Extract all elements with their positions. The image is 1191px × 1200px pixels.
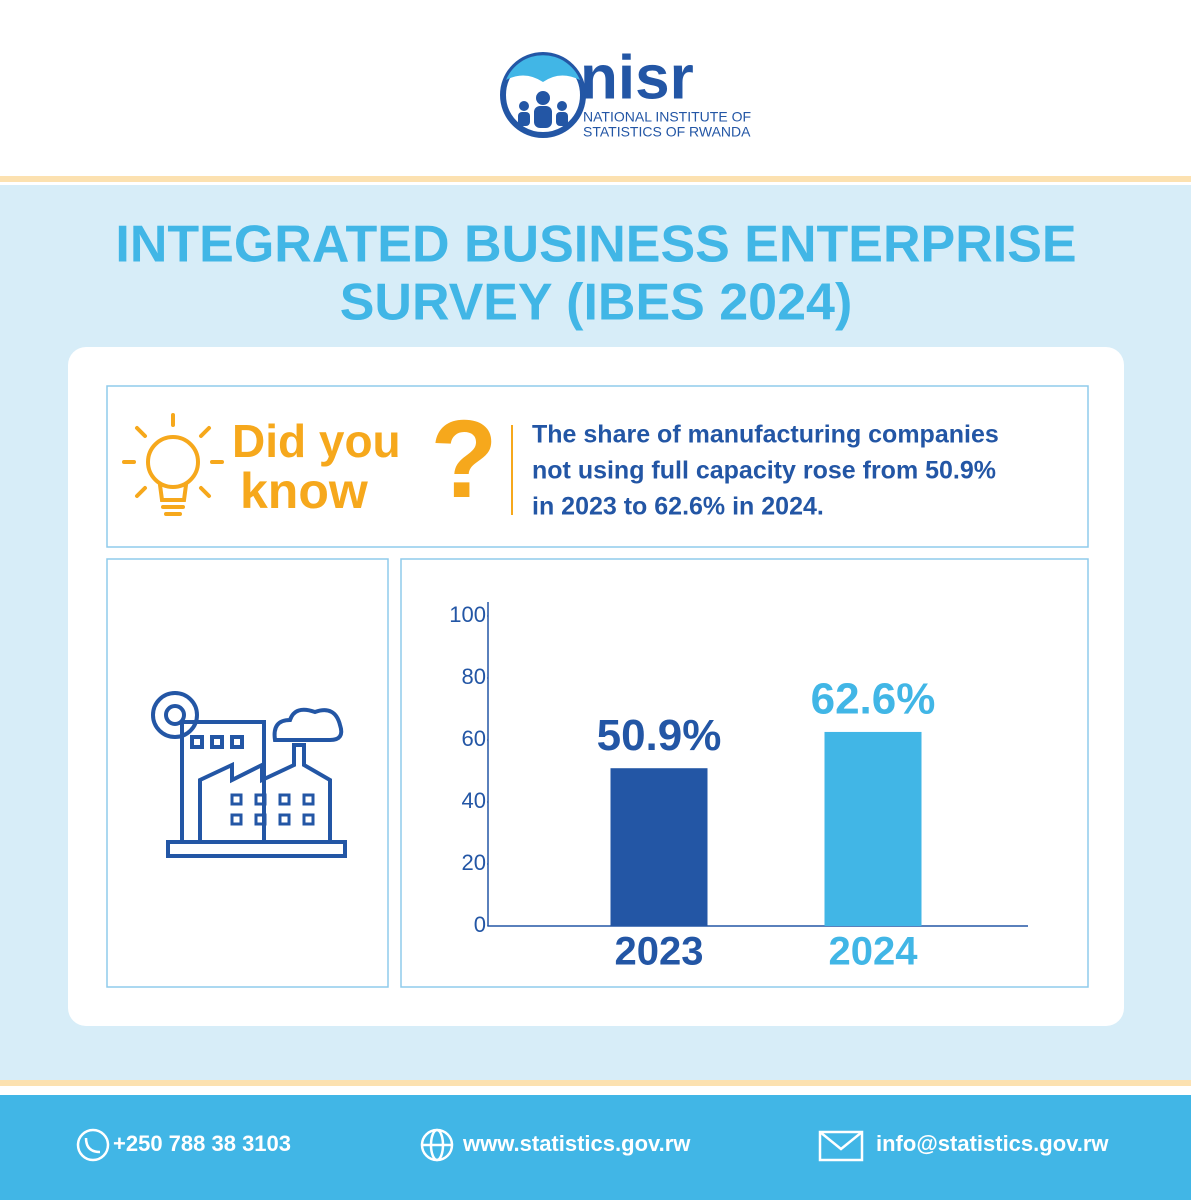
icon-box (106, 558, 389, 988)
fact-text: in 2023 to 62.6% in 2024. (532, 493, 824, 521)
y-tick-label: 0 (474, 912, 486, 937)
did-you-know: Did you (232, 415, 401, 467)
logo-text: nisr (580, 43, 694, 112)
bar (824, 731, 922, 926)
org-name: STATISTICS OF RWANDA (583, 124, 751, 140)
pattern-strip (0, 1080, 1191, 1086)
pattern-strip (0, 176, 1191, 182)
logo: nisr NATIONAL INSTITUTE OF STATISTICS OF… (500, 43, 751, 140)
value-label: 62.6% (811, 675, 936, 724)
fact-text: not using full capacity rose from 50.9% (532, 457, 996, 485)
value-label: 50.9% (597, 711, 722, 760)
x-tick-label: 2023 (615, 930, 704, 974)
footer-phone[interactable]: +250 788 38 3103 (113, 1131, 291, 1156)
footer-website[interactable]: www.statistics.gov.rw (462, 1131, 691, 1156)
footer (0, 1095, 1191, 1200)
x-tick-label: 2024 (829, 930, 919, 974)
footer-email[interactable]: info@statistics.gov.rw (876, 1131, 1109, 1156)
org-name: NATIONAL INSTITUTE OF (583, 109, 751, 125)
y-tick-label: 40 (462, 788, 486, 813)
title: INTEGRATED BUSINESS ENTERPRISE (115, 216, 1076, 274)
bar-chart: 0 20 40 60 80 100 50.9% 2023 62.6% 2024 (449, 602, 1028, 974)
y-tick-label: 80 (462, 664, 486, 689)
fact-box (106, 385, 1089, 548)
did-you-know: know (240, 463, 368, 519)
bar (610, 768, 708, 926)
footer-icons (76, 1128, 864, 1162)
question-mark: ? (430, 398, 497, 521)
y-tick-label: 100 (449, 602, 486, 627)
lightbulb-icon (122, 413, 224, 516)
chart-box (400, 558, 1089, 988)
y-tick-label: 20 (462, 850, 486, 875)
factory-icon (151, 691, 347, 858)
card (68, 347, 1124, 1026)
fact-text: The share of manufacturing companies (532, 421, 999, 449)
title: SURVEY (IBES 2024) (340, 274, 853, 332)
y-tick-label: 60 (462, 726, 486, 751)
